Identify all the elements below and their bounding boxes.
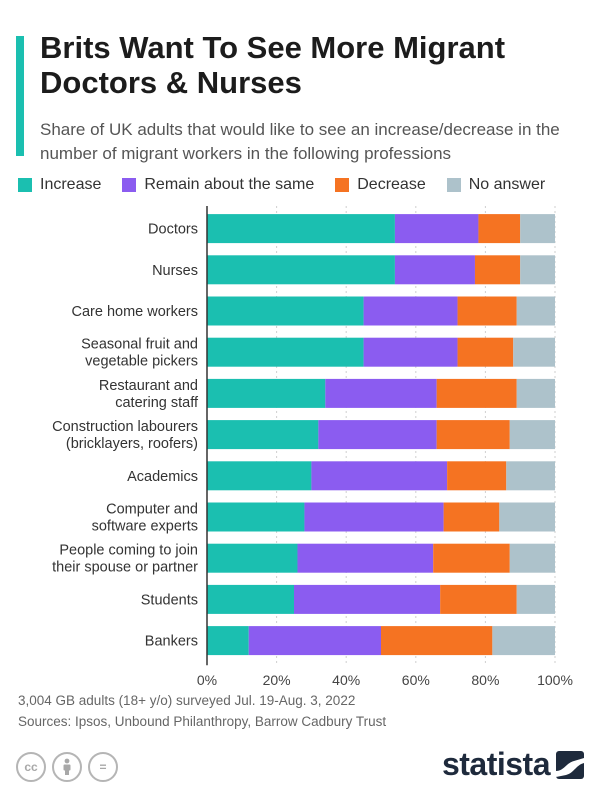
statista-brand[interactable]: statista	[442, 746, 584, 783]
bar-segment	[207, 337, 364, 367]
bar-segment	[516, 378, 555, 408]
category-label: Construction labourers	[52, 419, 198, 435]
category-label: Bankers	[145, 634, 198, 650]
legend-label: Decrease	[357, 176, 426, 193]
bar-segment	[433, 543, 510, 573]
footer: 3,004 GB adults (18+ y/o) surveyed Jul. …	[18, 690, 386, 732]
category-label: Care home workers	[71, 304, 198, 320]
bar-segment	[311, 461, 448, 491]
title-accent-bar	[16, 36, 24, 156]
bar-segment	[207, 626, 249, 656]
x-tick-label: 60%	[402, 672, 430, 688]
bar-segment	[443, 502, 500, 532]
legend-label: No answer	[468, 176, 546, 193]
category-label: software experts	[92, 519, 198, 535]
bar-segment	[457, 296, 517, 326]
bar-segment	[363, 296, 458, 326]
legend-label: Increase	[40, 176, 102, 193]
bar-segment	[520, 214, 555, 244]
statista-logo-icon	[556, 750, 584, 779]
category-label: People coming to join	[59, 543, 198, 559]
bar-segment	[297, 543, 434, 573]
bar-segment	[207, 214, 395, 244]
bar-segment	[304, 502, 444, 532]
bar-segment	[509, 420, 555, 450]
legend-swatch	[122, 178, 137, 192]
category-label: catering staff	[115, 395, 199, 411]
bar-segment	[294, 584, 441, 614]
bar-segment	[363, 337, 458, 367]
bar-segment	[506, 461, 555, 491]
survey-note: 3,004 GB adults (18+ y/o) surveyed Jul. …	[18, 693, 356, 708]
attribution-icon[interactable]	[52, 752, 82, 782]
bar-segment	[474, 255, 521, 285]
brand-name: statista	[441, 746, 551, 782]
category-label: vegetable pickers	[85, 354, 198, 370]
category-label: Nurses	[152, 263, 198, 279]
x-tick-label: 80%	[471, 672, 499, 688]
bar-segment	[381, 626, 493, 656]
x-tick-label: 0%	[197, 672, 217, 688]
category-label: Academics	[127, 469, 198, 485]
bar-segment	[513, 337, 555, 367]
bar-segment	[394, 255, 475, 285]
chart-legend: Increase Remain about the same Decrease No …	[18, 173, 588, 197]
bar-segment	[499, 502, 555, 532]
legend-item: Decrease	[335, 176, 426, 194]
bar-segment	[436, 378, 517, 408]
x-tick-label: 40%	[332, 672, 360, 688]
bar-segment	[478, 214, 521, 244]
license-icons: cc =	[16, 752, 124, 782]
no-derivatives-icon[interactable]: =	[88, 752, 118, 782]
legend-swatch	[18, 178, 32, 192]
legend-item: No answer	[446, 176, 546, 194]
legend-item: Remain about the same	[122, 176, 314, 194]
category-label: (bricklayers, roofers)	[66, 436, 198, 452]
bar-segment	[440, 584, 517, 614]
bar-segment	[207, 378, 326, 408]
stacked-bar-chart: 0% 20% 40% 60% 80% 100% Doctors Nurses Care home…	[52, 206, 573, 688]
sources-note: Sources: Ipsos, Unbound Philanthropy, Ba…	[18, 714, 387, 729]
legend-swatch	[335, 178, 350, 192]
x-tick-label: 100%	[537, 672, 573, 688]
category-label: Seasonal fruit and	[81, 337, 198, 353]
legend-item: Increase	[18, 176, 101, 194]
bar-segment	[516, 584, 555, 614]
bar-segment	[509, 543, 555, 573]
bar-segment	[248, 626, 381, 656]
bar-segment	[457, 337, 514, 367]
bar-segment	[207, 502, 305, 532]
legend-swatch	[446, 178, 461, 192]
category-label: Restaurant and	[99, 378, 198, 394]
bar-segment	[325, 378, 437, 408]
bar-segment	[520, 255, 555, 285]
category-label: Computer and	[106, 502, 198, 518]
bar-segment	[436, 420, 510, 450]
bar-segment	[318, 420, 437, 450]
category-label: their spouse or partner	[52, 560, 198, 576]
chart-title: Brits Want To See More Migrant Doctors &…	[40, 30, 506, 100]
bar-segment	[207, 255, 395, 285]
bar-segment	[207, 543, 298, 573]
bar-segment	[207, 584, 294, 614]
category-label: Doctors	[148, 222, 198, 238]
bar-segment	[516, 296, 555, 326]
bar-segment	[447, 461, 507, 491]
chart-subtitle: Share of UK adults that would like to se…	[40, 120, 560, 163]
bar-segment	[492, 626, 555, 656]
category-label: Students	[141, 592, 198, 608]
bar-segment	[207, 296, 364, 326]
cc-icon[interactable]: cc	[16, 752, 46, 782]
bar-segment	[207, 461, 312, 491]
legend-label: Remain about the same	[144, 176, 315, 193]
bar-segment	[207, 420, 319, 450]
x-tick-label: 20%	[263, 672, 291, 688]
bar-segment	[394, 214, 479, 244]
